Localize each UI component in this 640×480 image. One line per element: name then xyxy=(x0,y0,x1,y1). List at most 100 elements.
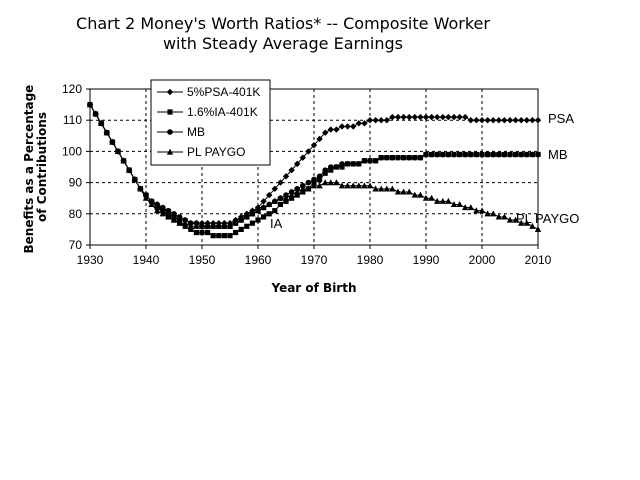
data-point xyxy=(523,117,530,124)
legend-entry: 5%PSA-401K xyxy=(157,85,260,99)
data-point xyxy=(92,110,99,117)
data-point xyxy=(288,166,295,174)
data-point xyxy=(506,216,514,223)
data-point xyxy=(383,117,390,124)
data-point xyxy=(456,201,463,208)
data-point xyxy=(221,222,228,229)
data-point xyxy=(524,151,530,158)
data-point xyxy=(199,229,205,236)
data-point xyxy=(534,117,542,124)
data-point xyxy=(378,185,385,192)
data-point xyxy=(400,154,407,161)
data-point xyxy=(490,151,497,158)
x-tick-label: 1950 xyxy=(189,253,216,267)
series-end-label: PL PAYGO xyxy=(516,211,579,226)
data-point xyxy=(384,154,390,161)
data-point xyxy=(282,173,290,180)
data-point xyxy=(478,207,486,214)
data-point xyxy=(367,157,373,164)
legend-entry: MB xyxy=(157,125,205,139)
data-point xyxy=(289,195,295,201)
data-point xyxy=(277,194,284,201)
data-point xyxy=(316,173,323,180)
data-point xyxy=(467,117,474,124)
data-point xyxy=(148,201,155,208)
data-point xyxy=(361,182,368,189)
data-point xyxy=(316,182,323,189)
series-end-label: MB xyxy=(548,147,568,162)
data-point xyxy=(350,161,357,167)
data-point xyxy=(305,148,312,155)
data-point xyxy=(261,214,267,220)
y-tick-label: 120 xyxy=(62,82,82,96)
data-point xyxy=(490,117,497,124)
data-point xyxy=(170,216,178,223)
legend-label: 1.6%IA-401K xyxy=(187,105,258,119)
data-point xyxy=(484,117,491,124)
x-tick-label: 2010 xyxy=(525,253,552,267)
data-point xyxy=(383,185,390,192)
data-point xyxy=(249,220,255,226)
x-tick-label: 1960 xyxy=(245,253,272,267)
data-point xyxy=(294,192,300,198)
data-point xyxy=(187,222,194,229)
y-axis-title: Benefits as a Percentage of Contribution… xyxy=(22,80,49,253)
y-tick-label: 100 xyxy=(62,144,82,158)
data-point xyxy=(159,210,166,217)
data-point xyxy=(406,113,413,121)
data-point xyxy=(394,188,402,195)
data-point xyxy=(266,201,273,208)
data-point xyxy=(120,157,127,164)
data-point xyxy=(445,113,452,121)
data-point xyxy=(523,219,530,226)
data-point xyxy=(271,197,278,204)
data-point xyxy=(372,157,379,164)
data-point xyxy=(501,151,508,158)
data-point xyxy=(445,151,452,158)
data-point xyxy=(394,113,402,121)
y-tick-label: 70 xyxy=(69,238,83,252)
data-point xyxy=(490,210,497,217)
data-point xyxy=(484,151,491,158)
data-point xyxy=(468,151,474,158)
legend: 5%PSA-401K 1.6%IA-401K MB PL PAYGO xyxy=(150,79,271,166)
data-point xyxy=(249,210,256,217)
data-point xyxy=(350,182,357,189)
data-point xyxy=(495,213,502,220)
data-point xyxy=(333,179,340,186)
data-point xyxy=(328,167,334,173)
data-point xyxy=(339,161,345,167)
data-point xyxy=(311,176,317,183)
data-point xyxy=(417,154,424,161)
legend-marker xyxy=(167,129,173,135)
legend-label: MB xyxy=(187,125,205,139)
data-point xyxy=(473,117,480,124)
data-point xyxy=(350,123,357,130)
data-point xyxy=(440,151,446,158)
data-point xyxy=(355,182,362,189)
data-point xyxy=(299,185,306,192)
data-point xyxy=(406,154,413,161)
data-point xyxy=(131,176,138,183)
data-point xyxy=(356,161,362,167)
data-point xyxy=(400,188,407,195)
data-point xyxy=(389,154,396,161)
data-point xyxy=(277,179,284,186)
x-tick-label: 2000 xyxy=(469,253,496,267)
x-tick-label: 1990 xyxy=(413,253,440,267)
data-point xyxy=(210,222,217,229)
data-point xyxy=(305,179,312,186)
data-point xyxy=(439,113,446,121)
data-point xyxy=(282,194,290,201)
data-point xyxy=(238,216,245,223)
data-point xyxy=(327,126,334,133)
data-point xyxy=(98,119,105,126)
data-point xyxy=(339,164,345,170)
data-point xyxy=(215,222,222,229)
data-point xyxy=(428,113,435,121)
data-point xyxy=(518,117,525,124)
data-point xyxy=(305,185,312,192)
data-point xyxy=(294,188,301,195)
data-point xyxy=(310,141,318,149)
